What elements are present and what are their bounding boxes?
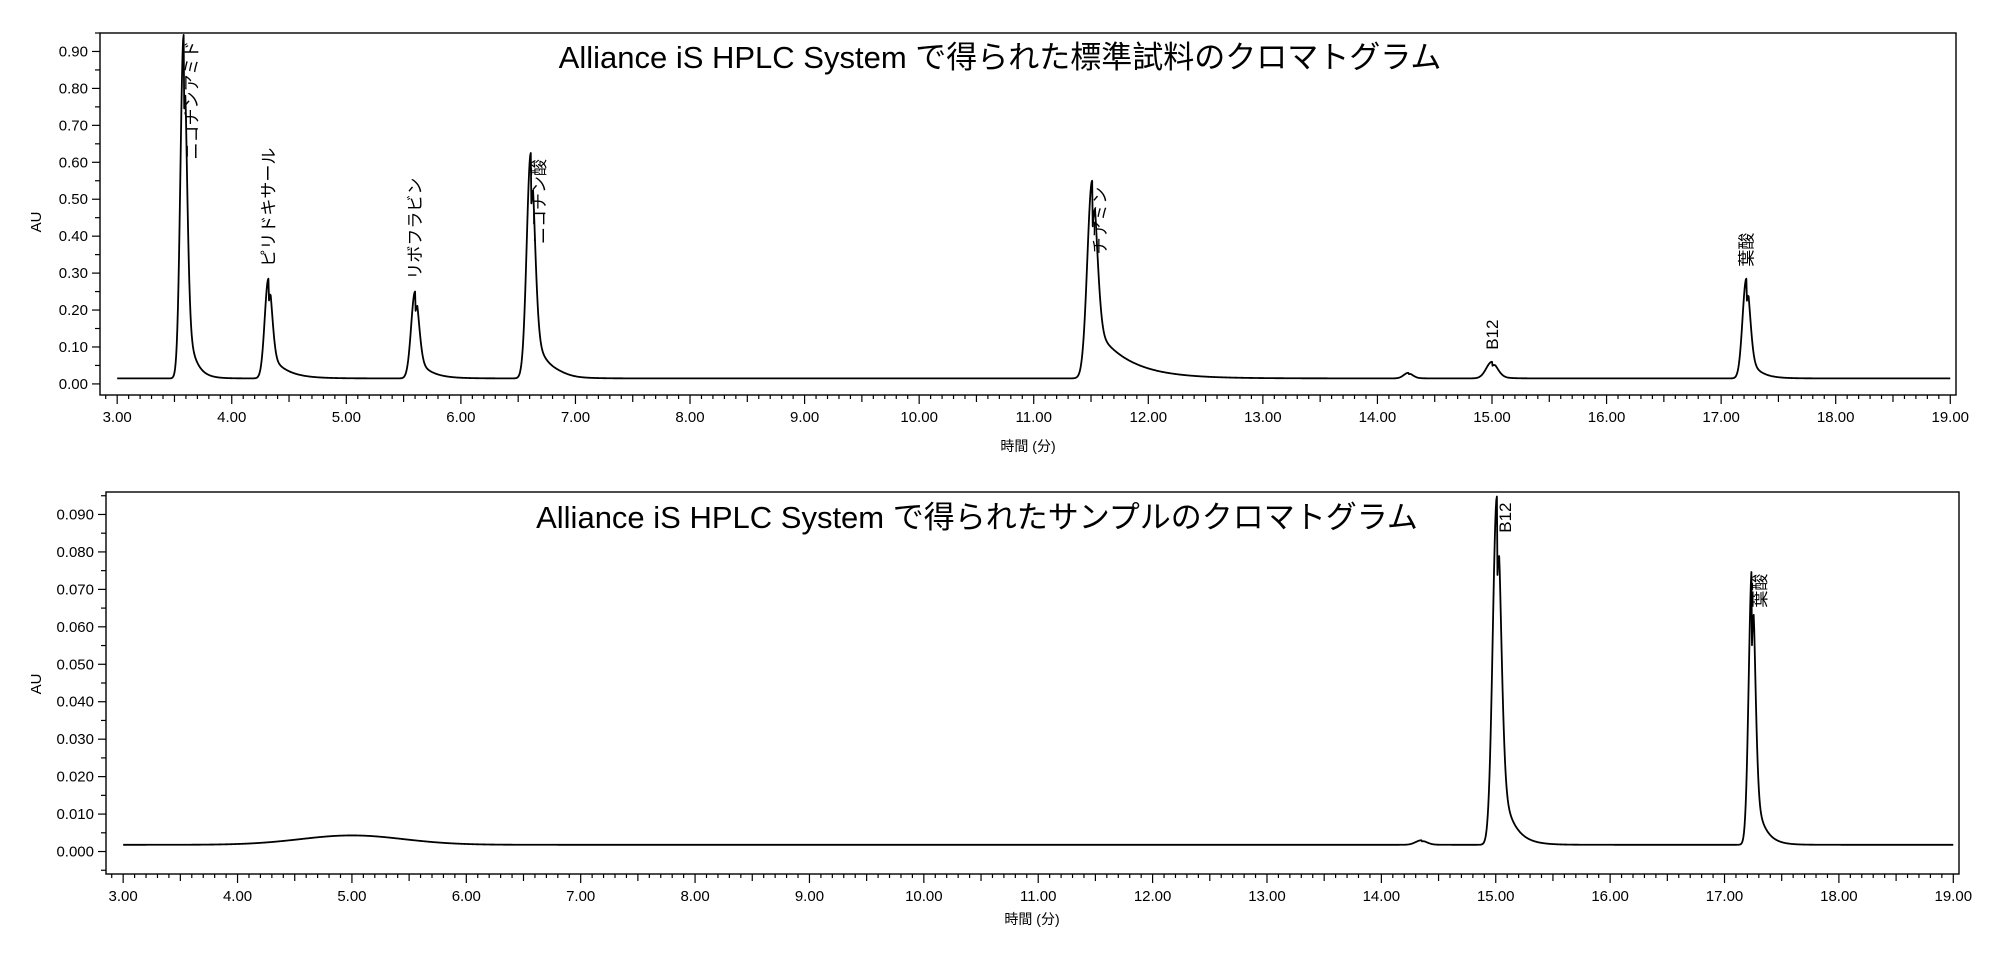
y-tick-label: 0.060 (56, 619, 94, 636)
x-tick-label: 4.00 (217, 409, 246, 426)
trace-standard (116, 33, 1951, 380)
x-tick-label: 12.00 (1130, 409, 1168, 426)
peak-label: ピリドキサール (259, 148, 278, 267)
y-tick-label: 0.00 (59, 376, 88, 393)
y-tick-label: 0.090 (56, 506, 94, 523)
x-tick-label: 19.00 (1931, 409, 1969, 426)
x-tick-label: 11.00 (1016, 409, 1052, 426)
x-tick-label: 18.00 (1817, 409, 1855, 426)
y-tick-label: 0.070 (56, 581, 94, 598)
x-tick-label: 16.00 (1591, 888, 1629, 905)
x-tick-label: 14.00 (1359, 409, 1397, 426)
y-tick-label: 0.70 (59, 117, 88, 134)
x-tick-label: 15.00 (1473, 409, 1511, 426)
x-tick-label: 19.00 (1935, 888, 1973, 905)
peak-label: 葉酸 (1737, 233, 1756, 267)
y-tick-label: 0.50 (59, 191, 88, 208)
chart-title-sample: Alliance iS HPLC System で得られたサンプルのクロマトグラ… (536, 500, 1418, 535)
x-axis-label-sample: 時間 (分) (1004, 911, 1059, 927)
y-tick-label: 0.10 (59, 339, 88, 356)
x-tick-label: 10.00 (905, 888, 943, 905)
y-tick-label: 0.40 (59, 228, 88, 245)
y-tick-label: 0.010 (56, 806, 94, 823)
x-ticks-standard: 3.00 4.00 5.00 6.00 7.00 8.00 9.00 10.00 11.00 12… (103, 395, 1969, 426)
y-ticks-sample: 0.000 0.010 0.020 0.030 0.040 0.050 0.060 0.070… (56, 495, 106, 871)
x-tick-label: 5.00 (337, 888, 366, 905)
x-tick-label: 13.00 (1244, 409, 1282, 426)
y-axis-label-sample: AU (28, 674, 45, 695)
trace-sample (122, 495, 1954, 846)
peak-label: B12 (1483, 320, 1502, 350)
y-tick-label: 0.080 (56, 544, 94, 561)
peak-label: ニコチンアミド (183, 41, 202, 160)
y-tick-label: 0.000 (56, 844, 94, 861)
plot-frame-standard (99, 32, 1957, 396)
y-tick-label: 0.030 (56, 731, 94, 748)
x-tick-label: 12.00 (1134, 888, 1172, 905)
y-tick-label: 0.20 (59, 302, 88, 319)
x-tick-label: 3.00 (103, 409, 132, 426)
peak-label: B12 (1496, 502, 1515, 532)
y-tick-label: 0.60 (59, 154, 88, 171)
x-tick-label: 16.00 (1588, 409, 1626, 426)
y-tick-label: 0.80 (59, 80, 88, 97)
y-tick-label: 0.30 (59, 265, 88, 282)
x-tick-label: 11.00 (1020, 888, 1056, 905)
peak-labels-sample: B12 葉酸 (1496, 502, 1770, 607)
y-tick-label: 0.90 (59, 43, 88, 60)
chart-title-standard: Alliance iS HPLC System で得られた標準試料のクロマトグラ… (559, 40, 1442, 75)
x-tick-label: 3.00 (109, 888, 138, 905)
y-ticks-standard: 0.00 0.10 0.20 0.30 0.40 0.50 0.60 0.70 0.80 0.90 (59, 32, 100, 393)
chart-standard: 3.00 4.00 5.00 6.00 7.00 8.00 9.00 10.00 11.00 12… (28, 32, 1969, 454)
x-tick-label: 10.00 (900, 409, 938, 426)
x-axis-label-standard: 時間 (分) (1000, 438, 1055, 454)
x-tick-label: 6.00 (452, 888, 481, 905)
x-tick-label: 17.00 (1702, 409, 1740, 426)
x-ticks-sample: 3.00 4.00 5.00 6.00 7.00 8.00 9.00 10.00 11.00 12… (109, 874, 1972, 905)
x-tick-label: 9.00 (795, 888, 824, 905)
x-tick-label: 8.00 (680, 888, 709, 905)
peak-label: チアミン (1091, 187, 1110, 255)
y-tick-label: 0.040 (56, 694, 94, 711)
x-tick-label: 14.00 (1363, 888, 1401, 905)
y-axis-label-standard: AU (28, 212, 45, 233)
plot-frame-sample (105, 491, 1960, 875)
x-tick-label: 18.00 (1820, 888, 1858, 905)
x-tick-label: 6.00 (446, 409, 475, 426)
peak-label: リボフラビン (406, 178, 425, 280)
x-tick-label: 17.00 (1706, 888, 1744, 905)
chart-sample: 3.00 4.00 5.00 6.00 7.00 8.00 9.00 10.00 11.00 12… (28, 491, 1972, 927)
x-tick-label: 7.00 (566, 888, 595, 905)
x-tick-label: 9.00 (790, 409, 819, 426)
x-tick-label: 4.00 (223, 888, 252, 905)
peak-label: ニコチン酸 (530, 159, 549, 244)
y-tick-label: 0.050 (56, 656, 94, 673)
x-tick-label: 7.00 (561, 409, 590, 426)
peak-label: 葉酸 (1751, 574, 1770, 608)
y-tick-label: 0.020 (56, 769, 94, 786)
x-tick-label: 8.00 (675, 409, 704, 426)
x-tick-label: 5.00 (332, 409, 361, 426)
x-tick-label: 15.00 (1477, 888, 1515, 905)
x-tick-label: 13.00 (1248, 888, 1286, 905)
